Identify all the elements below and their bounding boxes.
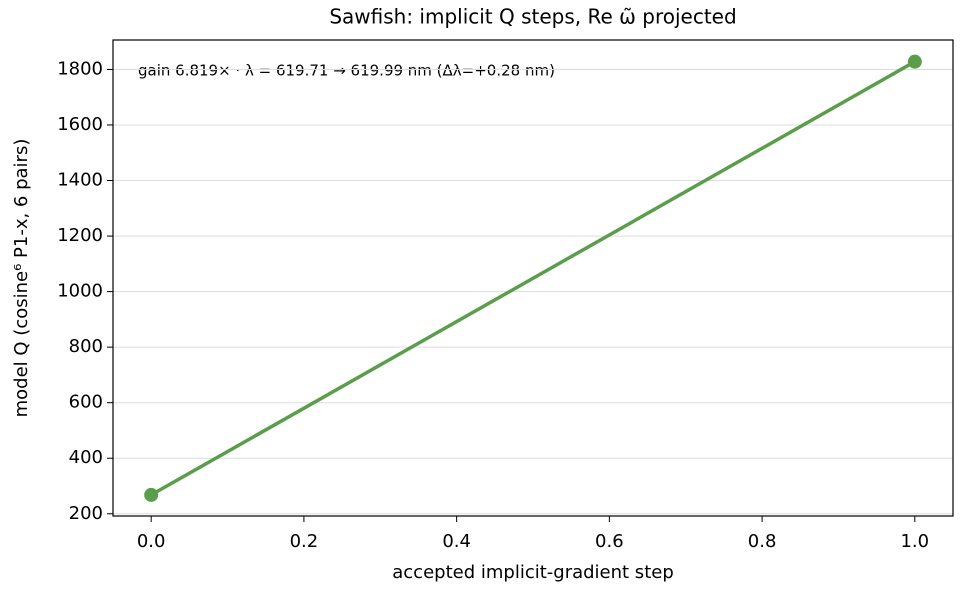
- x-axis-label: accepted implicit-gradient step: [392, 562, 674, 583]
- y-tick-label: 800: [69, 336, 103, 357]
- y-tick-label: 1800: [57, 58, 103, 79]
- x-tick-label: 0.4: [442, 531, 471, 552]
- line-series: [150, 60, 916, 497]
- x-tick-label: 0.0: [137, 531, 166, 552]
- point: [144, 487, 159, 502]
- y-tick-label: 1600: [57, 114, 103, 135]
- y-tick-label: 1000: [57, 281, 103, 302]
- y-tick-label: 600: [69, 392, 103, 413]
- y-tick-label: 400: [69, 447, 103, 468]
- plot-frame: [112, 39, 954, 517]
- annotation: gain 6.819× · λ = 619.71 → 619.99 nm (Δλ…: [138, 62, 555, 80]
- y-tick-label: 1200: [57, 225, 103, 246]
- y-tick-label: 1400: [57, 170, 103, 191]
- x-tick-label: 0.2: [290, 531, 319, 552]
- y-tick-label: 200: [69, 503, 103, 524]
- point: [907, 54, 922, 69]
- x-tick-label: 1.0: [900, 531, 929, 552]
- x-tick-label: 0.8: [748, 531, 777, 552]
- chart-title: Sawfish: implicit Q steps, Re ω̃ project…: [329, 5, 736, 29]
- y-axis-label: model Q (cosine⁶ P1-x, 6 pairs): [11, 139, 32, 418]
- x-tick-label: 0.6: [595, 531, 624, 552]
